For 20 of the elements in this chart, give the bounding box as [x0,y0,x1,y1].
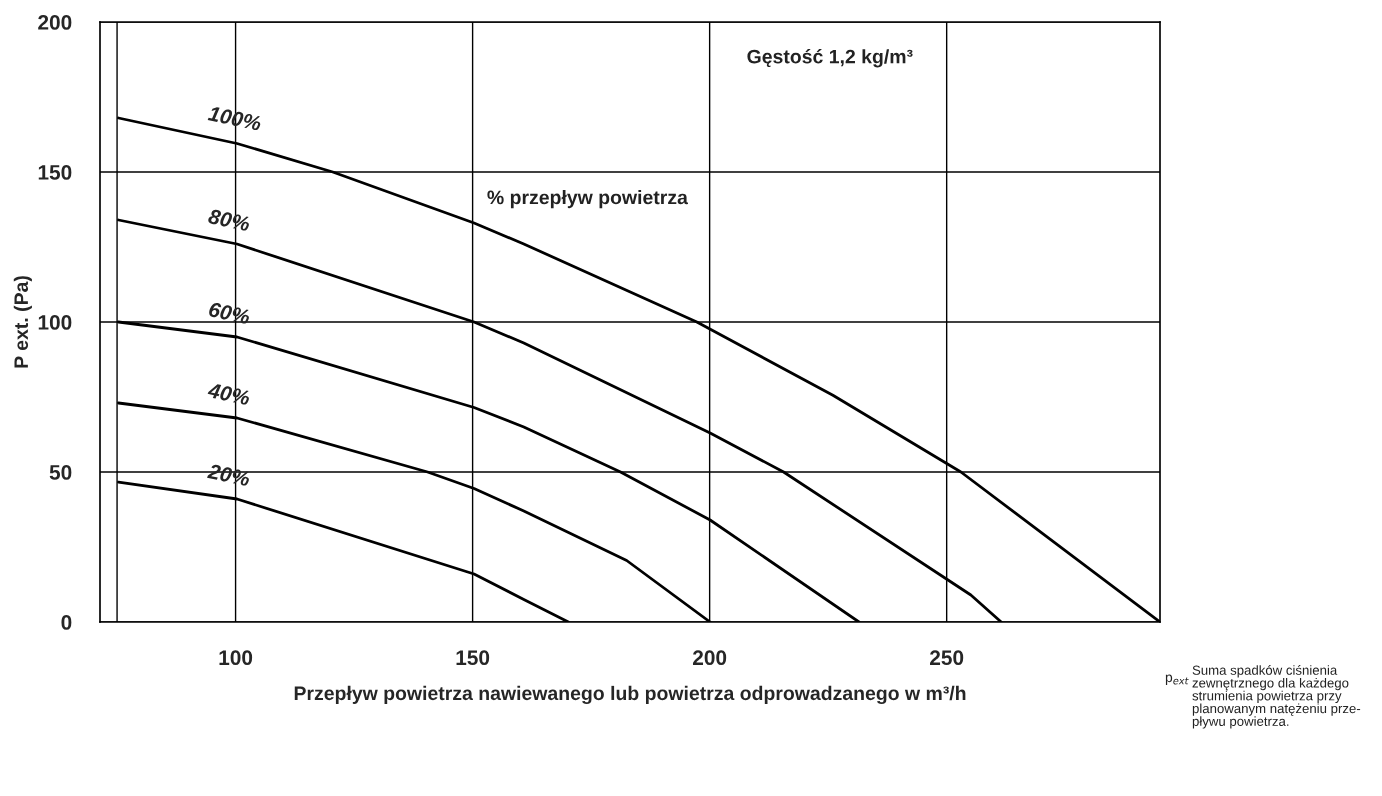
text: 60% [208,301,251,325]
x-tick-label: 250 [930,650,964,666]
text: 20% [206,463,251,487]
y-axis-title: P ext. (Pa) [13,276,32,368]
text: 100% [207,105,262,132]
y-tick-label: 150 [38,165,72,180]
y-tick-label: 100 [38,315,72,330]
x-tick-label: 200 [692,650,727,666]
x-tick-label: 100 [219,650,253,666]
text: Suma spadków ciśnienia zewnętrznego dla każdego strumienia powietrza przy planowanym natężeniu prze- pływu powietrza. [1192,665,1361,729]
text: p$_{ext}$ [1165,674,1189,685]
text: 80% [207,208,251,232]
annotation: Gęstość 1,2 kg/m³ [747,49,913,68]
x-tick-label: 150 [456,650,490,666]
y-tick-label: 200 [38,15,72,30]
y-tick-label: 50 [49,465,72,480]
x-axis-title: Przepływ powietrza nawiewanego lub powietrza odprowadzanego w m³/h [294,685,966,705]
text: 40% [206,382,251,406]
annotation: % przepływ powietrza [487,190,688,209]
y-tick-label: 0 [61,615,72,630]
